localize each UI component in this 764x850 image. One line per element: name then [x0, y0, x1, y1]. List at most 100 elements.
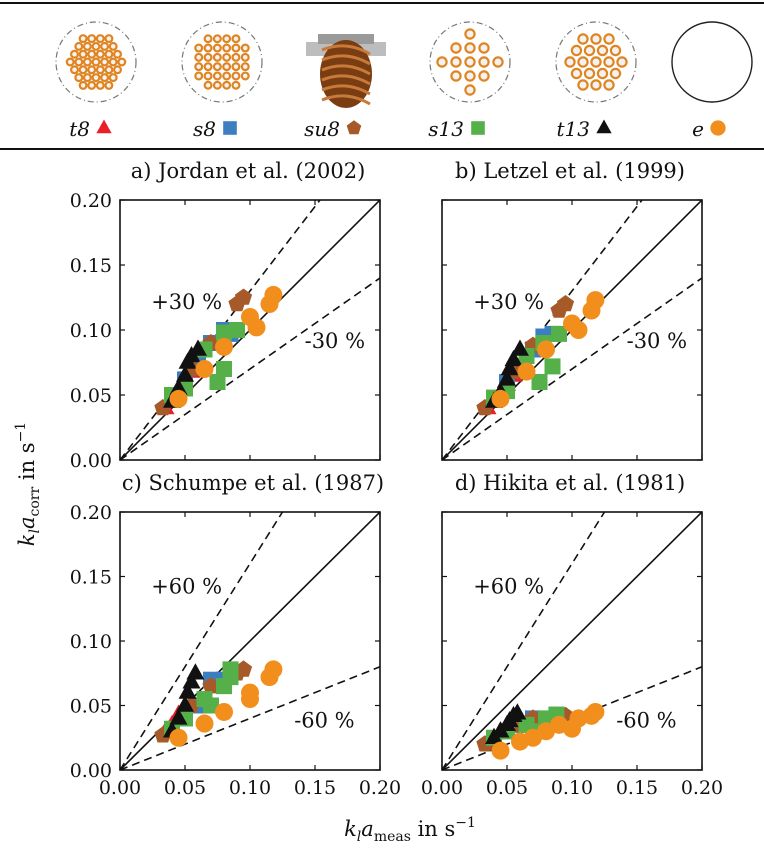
panel-c-point-s13-5 [222, 661, 239, 678]
panel-c-point-su8-4 [234, 660, 253, 677]
panel-c-schumpe: c) Schumpe et al. (1987) +60 %-60 %0.00 0… [70, 471, 401, 799]
legend-sparger-hole [240, 62, 250, 72]
legend-sparger-hole [222, 71, 232, 81]
legend-sparger-hole [231, 71, 241, 81]
panel-c-xtick-label-3: 0.15 [294, 777, 336, 799]
legend-sparger-hole [240, 43, 250, 53]
su8-helix-stripe [321, 74, 371, 86]
legend-sparger-hole [82, 41, 92, 51]
legend-sparger-hole [564, 56, 576, 68]
panel-d-ref-line-upper [442, 512, 606, 770]
legend-disc-outline [181, 21, 263, 103]
legend-sparger-hole [74, 41, 84, 51]
legend-sparger-hole [577, 79, 589, 91]
legend-sparger-hole [231, 62, 241, 72]
legend-sparger-hole [203, 43, 213, 53]
legend-sparger-hole [74, 57, 84, 67]
legend-sparger-hole [91, 57, 101, 67]
legend-sparger-hole [203, 52, 213, 62]
panel-c-ytick-label-4: 0.20 [70, 502, 112, 524]
panel-a-point-s13-5 [216, 361, 232, 377]
panel-a-jordan: a) Jordan et al. (2002) +30 % -30 % 0.00 0.… [70, 159, 381, 472]
legend-sparger-hole [212, 43, 222, 53]
panel-c-xtick-label-1: 0.05 [164, 777, 206, 799]
panel-c-point-t13-2 [176, 695, 194, 712]
legend-sparger-hole [194, 71, 204, 81]
legend-sparger-hole [95, 34, 105, 44]
legend-icon-t13 [555, 21, 637, 103]
legend-sparger-hole [609, 44, 622, 57]
legend-sparger-hole [464, 70, 476, 82]
legend-sparger-hole [100, 73, 110, 83]
legend-sparger-hole [78, 34, 88, 44]
legend-sparger-hole [240, 71, 250, 81]
legend-sparger-hole [65, 57, 75, 67]
legend-label-t8: t8 [69, 117, 90, 141]
panel-b-point-s13-5 [544, 358, 561, 375]
legend-sparger-hole [78, 65, 88, 75]
legend-sparger-hole [222, 52, 232, 62]
legend-sparger-hole [203, 34, 213, 44]
panel-a-ytick-label-1: 0.05 [70, 385, 112, 407]
panel-c-ytick-label-2: 0.10 [70, 631, 112, 653]
panel-c-xtick-label-2: 0.10 [229, 777, 271, 799]
legend-sparger-hole [222, 80, 232, 90]
legend-disc-outline [555, 21, 637, 103]
legend-sparger-hole [231, 80, 241, 90]
legend-marker-su8 [346, 120, 362, 135]
legend-icon-s13 [429, 21, 511, 103]
legend-sparger-hole [104, 80, 114, 90]
legend-sparger-hole [117, 57, 127, 67]
panel-b-point-e-0 [491, 389, 510, 408]
panel-a-ref-line-lower [120, 277, 380, 460]
legend-marker-t8 [96, 119, 112, 134]
panel-a-point-e-0 [169, 389, 188, 408]
legend-sparger-hole [577, 56, 589, 68]
panel-c-point-su8-2 [202, 677, 220, 694]
panel-c-xtick-label-0: 0.00 [99, 777, 141, 799]
legend-sparger-hole [194, 62, 204, 72]
panel-d-xtick-label-4: 0.20 [681, 777, 723, 799]
legend-sparger-hole [69, 65, 79, 75]
legend-sparger-hole [212, 52, 222, 62]
legend-sparger-hole [603, 56, 615, 68]
panel-c-point-e-6 [264, 660, 283, 679]
panel-c-ytick-label-3: 0.15 [70, 567, 112, 589]
panel-c-point-t13-5 [186, 663, 205, 680]
legend-sparger-hole [104, 65, 114, 75]
legend-sparger-hole [95, 65, 105, 75]
panel-d-title: d) Hikita et al. (1981) [455, 471, 685, 495]
legend-sparger-hole [212, 62, 222, 72]
legend-sparger-hole [450, 42, 462, 54]
panel-a-point-s13-3 [216, 324, 232, 341]
legend-sparger-hole [69, 49, 79, 59]
legend-sparger-hole [596, 44, 609, 57]
legend-label-su8: su8 [304, 117, 340, 141]
panel-b-point-t13-5 [511, 339, 529, 356]
panel-b-letzel: b) Letzel et al. (1999) +30 % -30 % [441, 159, 703, 461]
legend-sparger-hole [212, 80, 222, 90]
legend-sparger-hole [231, 43, 241, 53]
legend-sparger-hole [583, 67, 596, 80]
panel-d-ref-line-lower [442, 666, 702, 770]
legend-sparger-hole [436, 56, 448, 68]
panel-a-point-t13-5 [189, 339, 207, 356]
legend-icon-s8 [181, 21, 263, 103]
legend-icon-e [671, 21, 753, 103]
panel-c-ytick-label-1: 0.05 [70, 696, 112, 718]
legend-sparger-hole [222, 62, 232, 72]
panel-a-point-s13-4 [229, 322, 245, 338]
legend-sparger-hole [450, 70, 462, 82]
legend-sparger-hole [590, 33, 602, 45]
legend-sparger-hole [616, 56, 628, 68]
panel-b-ref-line-lower [442, 277, 702, 460]
panel-a-point-e-2 [215, 337, 233, 356]
legend-sparger-hole [95, 80, 105, 90]
legend-sparger-hole [95, 49, 105, 59]
legend-sparger-hole [194, 52, 204, 62]
legend-sparger-hole [78, 80, 88, 90]
legend-sparger-hole [100, 57, 110, 67]
legend-sparger-hole [194, 43, 204, 53]
panel-d-xtick-label-3: 0.15 [616, 777, 658, 799]
